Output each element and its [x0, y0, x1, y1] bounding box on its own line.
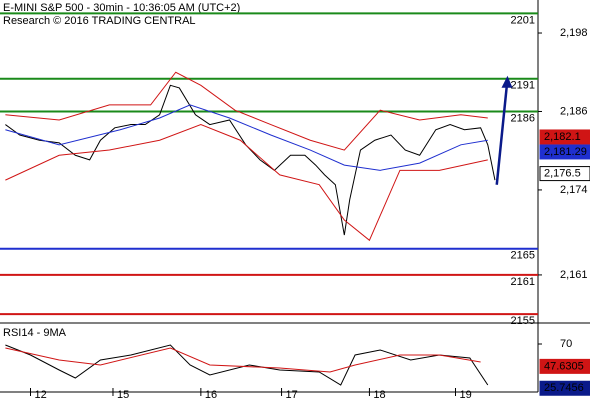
x-tick-label: 19	[460, 389, 472, 400]
last-value-label: 2,182.1	[544, 131, 581, 143]
last-value-label: 47.6305	[544, 360, 584, 372]
level-label: 2155	[511, 315, 535, 327]
last-value-box	[539, 144, 590, 160]
y-tick-label: 2,186	[560, 105, 588, 117]
last-value-label: 25.7456	[544, 382, 584, 394]
last-value-label: 2,181.29	[544, 146, 587, 158]
last-value-box	[539, 380, 590, 396]
series-line	[495, 78, 509, 185]
panel-title: RSI14 - 9MA	[3, 327, 67, 339]
x-tick-label: 16	[205, 389, 217, 400]
chart-title: E-MINI S&P 500 - 30min - 10:36:05 AM (UT…	[3, 2, 240, 14]
level-label: 2165	[511, 250, 535, 262]
chart-subtitle: Research © 2016 TRADING CENTRAL	[3, 15, 196, 27]
series-line	[5, 104, 488, 171]
y-tick-label: 2,161	[560, 269, 588, 281]
y-tick-label: 2,198	[560, 27, 588, 39]
y-tick-label: 70	[560, 338, 572, 350]
level-label: 2186	[511, 112, 535, 124]
series-line	[5, 344, 489, 386]
series-line	[5, 347, 481, 373]
x-tick-label: 15	[117, 389, 129, 400]
y-tick-label: 2,174	[560, 184, 588, 196]
last-value-box	[539, 166, 590, 182]
x-tick-label: 12	[34, 389, 46, 400]
x-tick-label: 18	[373, 389, 385, 400]
series-line	[5, 124, 488, 242]
arrow-head	[501, 75, 513, 88]
last-value-box	[539, 358, 590, 374]
series-line	[5, 71, 488, 151]
last-value-label: 2,176.5	[544, 167, 581, 179]
x-tick-label: 17	[286, 389, 298, 400]
last-value-box	[539, 129, 590, 145]
level-label: 2161	[511, 276, 535, 288]
level-label: 2201	[511, 14, 535, 26]
level-label: 2191	[511, 80, 535, 92]
